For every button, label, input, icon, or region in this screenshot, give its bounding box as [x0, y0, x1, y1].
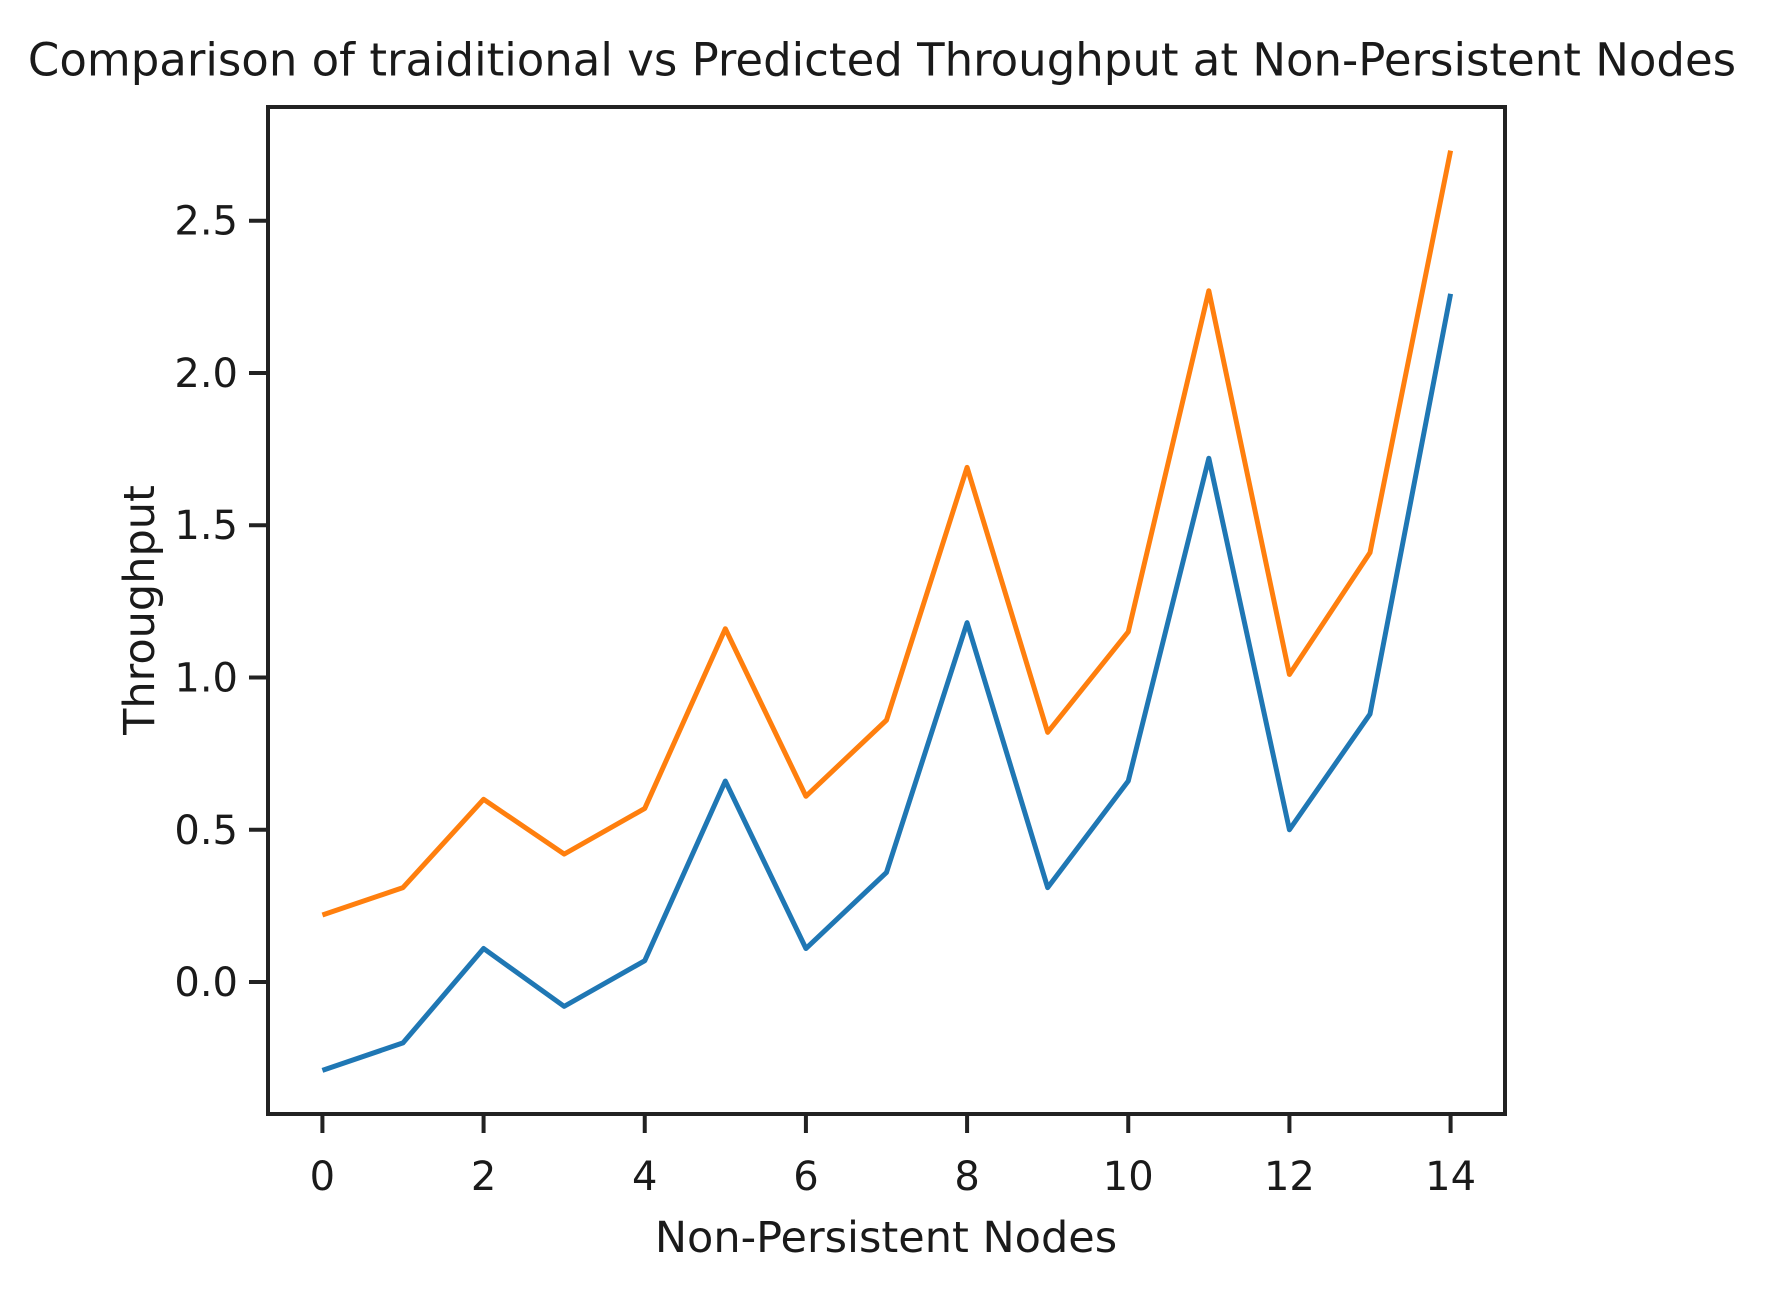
chart-title: Comparison of traiditional vs Predicted …	[27, 33, 1737, 87]
x-tick-label: 12	[1264, 1154, 1315, 1200]
x-tick-label: 8	[954, 1154, 979, 1200]
x-axis-label: Non-Persistent Nodes	[654, 1213, 1118, 1263]
y-tick-label: 1.5	[174, 503, 238, 549]
y-tick-label: 0.0	[174, 960, 238, 1006]
plot-area: 0 2 4 6 8 10 12 14 0.0 0.5 1.0 1.5 2.0 2.5	[174, 105, 1507, 1200]
x-tick-label: 6	[793, 1154, 818, 1200]
plot-border	[266, 105, 1507, 1116]
orange-series-line	[321, 150, 1454, 918]
y-axis-label: Throughput	[115, 485, 165, 735]
blue-series-line	[321, 293, 1454, 1073]
x-tick-label: 2	[471, 1154, 496, 1200]
y-tick-label: 2.5	[174, 199, 238, 245]
x-tick-label: 10	[1103, 1154, 1154, 1200]
y-tick-label: 0.5	[174, 808, 238, 854]
y-tick-label: 1.0	[174, 655, 238, 701]
x-tick-label: 0	[310, 1154, 335, 1200]
y-tick-label: 2.0	[174, 351, 238, 397]
x-tick-label: 4	[632, 1154, 657, 1200]
x-tick-label: 14	[1425, 1154, 1476, 1200]
